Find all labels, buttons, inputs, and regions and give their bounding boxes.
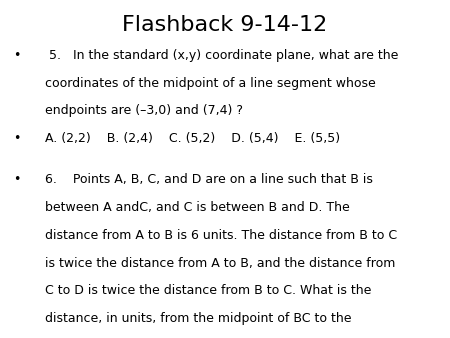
Text: 5.   In the standard (x,y) coordinate plane, what are the: 5. In the standard (x,y) coordinate plan… [45, 49, 398, 62]
Text: between A andC, and C is between B and D. The: between A andC, and C is between B and D… [45, 201, 350, 214]
Text: distance, in units, from the midpoint of BC to the: distance, in units, from the midpoint of… [45, 312, 351, 325]
Text: •: • [14, 173, 21, 186]
Text: coordinates of the midpoint of a line segment whose: coordinates of the midpoint of a line se… [45, 77, 376, 90]
Text: •: • [14, 49, 21, 62]
Text: distance from A to B is 6 units. The distance from B to C: distance from A to B is 6 units. The dis… [45, 229, 397, 242]
Text: endpoints are (–3,0) and (7,4) ?: endpoints are (–3,0) and (7,4) ? [45, 104, 243, 117]
Text: •: • [14, 132, 21, 145]
Text: is twice the distance from A to B, and the distance from: is twice the distance from A to B, and t… [45, 257, 396, 269]
Text: A. (2,2)    B. (2,4)    C. (5,2)    D. (5,4)    E. (5,5): A. (2,2) B. (2,4) C. (5,2) D. (5,4) E. (… [45, 132, 340, 145]
Text: 6.    Points A, B, C, and D are on a line such that B is: 6. Points A, B, C, and D are on a line s… [45, 173, 373, 186]
Text: Flashback 9-14-12: Flashback 9-14-12 [122, 15, 328, 35]
Text: C to D is twice the distance from B to C. What is the: C to D is twice the distance from B to C… [45, 284, 371, 297]
